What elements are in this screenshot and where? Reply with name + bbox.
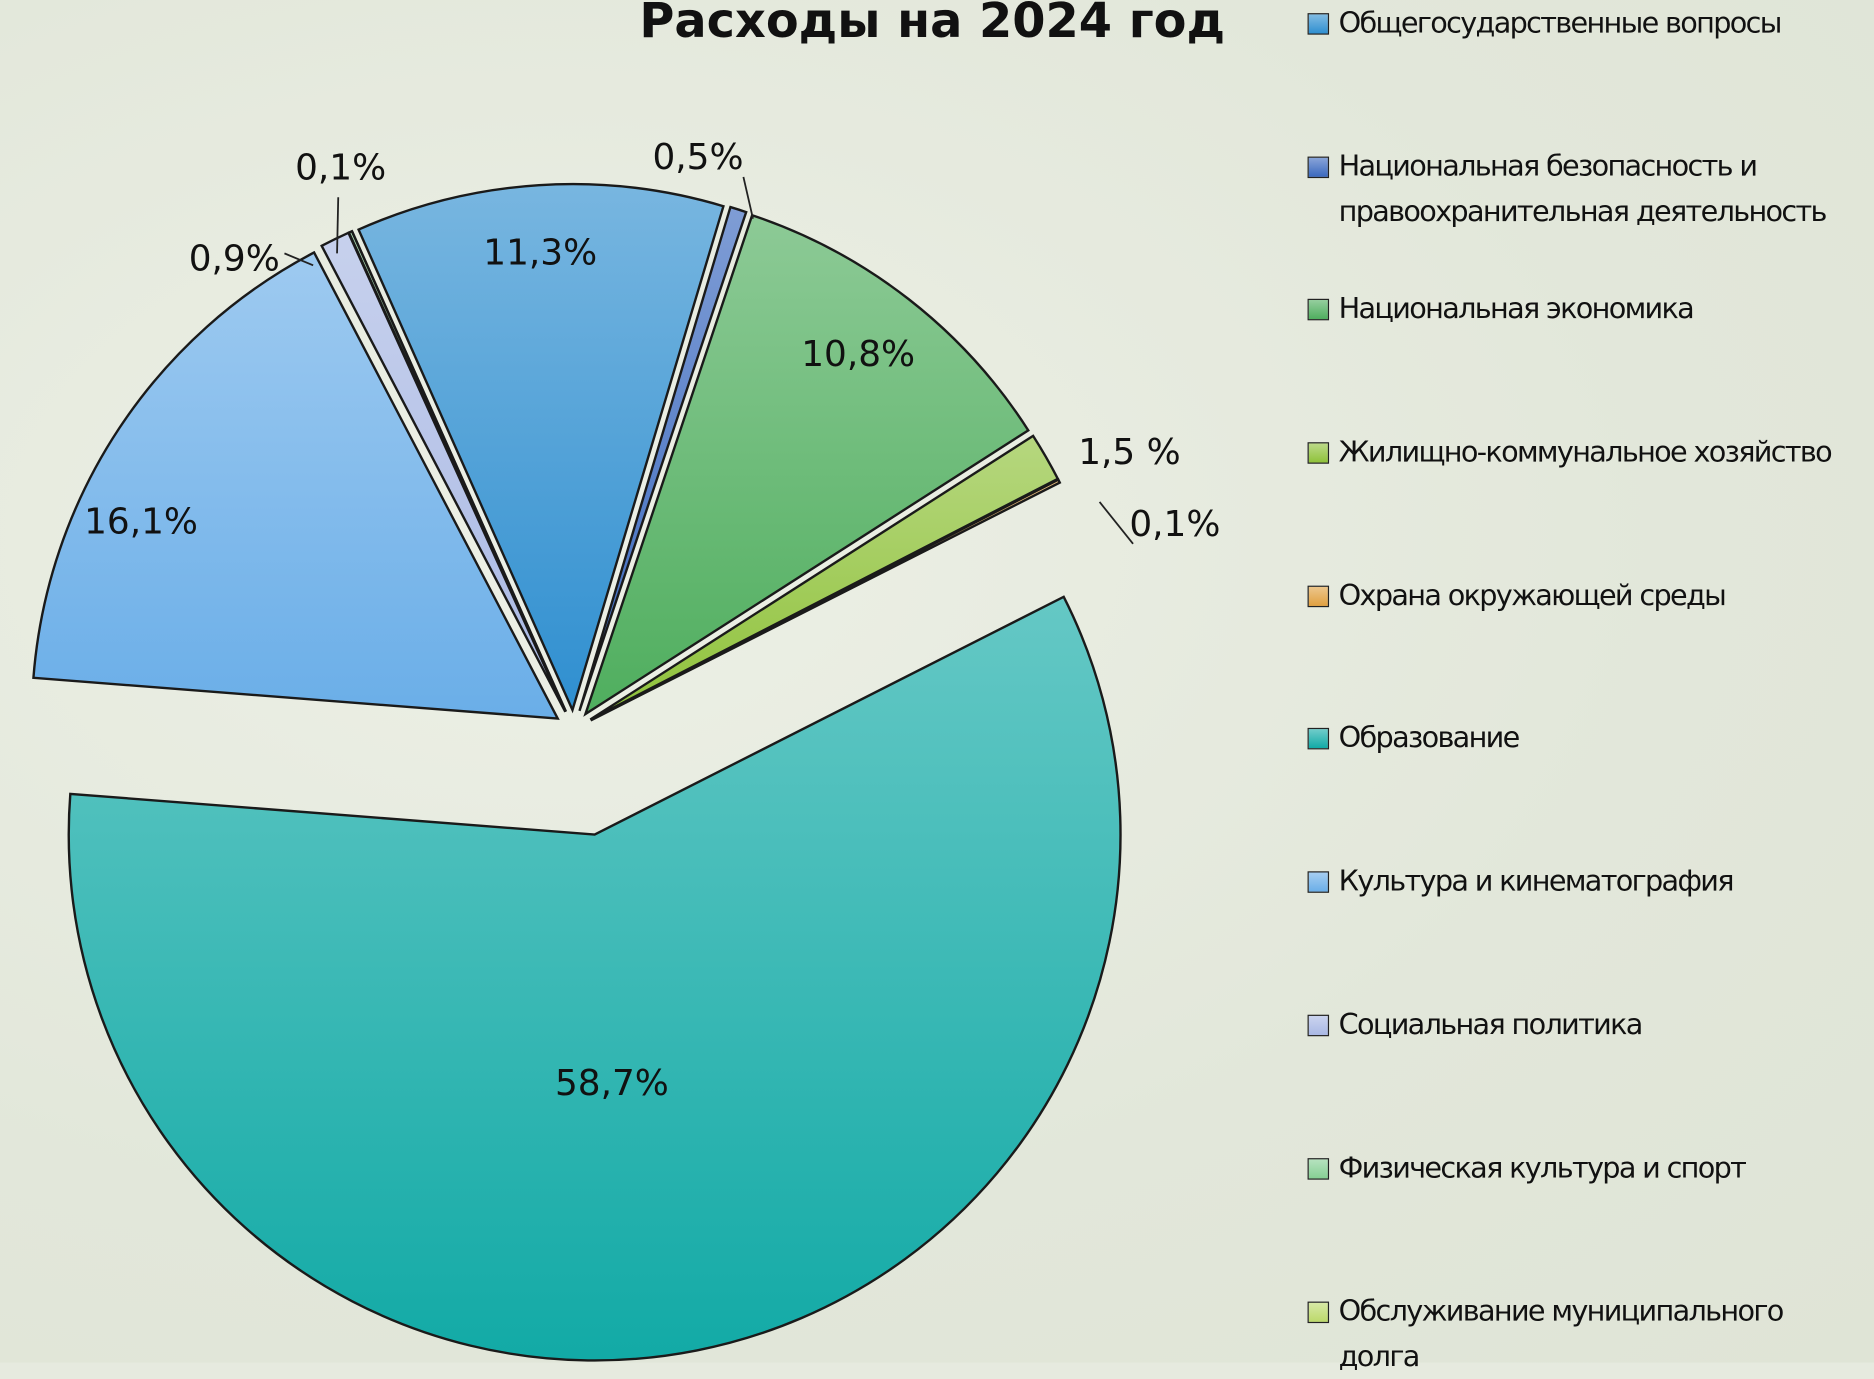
legend-swatch [1308,442,1330,464]
legend-item: Национальная безопасность и правоохранит… [1305,143,1864,234]
legend-swatch [1308,1015,1330,1037]
legend-label: Обслуживание муниципального долга [1339,1288,1865,1379]
legend-swatch [1308,13,1330,35]
legend-swatch [1308,871,1330,893]
legend-item: Обслуживание муниципального долга [1305,1288,1864,1379]
data-label: 11,3% [483,233,597,274]
pie-slice [69,597,1121,1361]
legend-label: Охрана окружающей среды [1339,573,1865,618]
data-label: 0,5% [652,137,743,178]
legend-label: Национальная экономика [1339,286,1865,331]
legend-swatch [1308,1158,1330,1180]
legend-swatch [1308,728,1330,750]
data-label: 0,9% [189,239,280,280]
data-label: 0,1% [1129,504,1220,545]
legend-item: Образование [1305,715,1864,760]
data-label: 0,1% [295,148,386,189]
data-label: 58,7% [555,1063,669,1104]
data-label: 10,8% [801,334,915,375]
legend-item: Социальная политика [1305,1002,1864,1047]
legend-item: Культура и кинематография [1305,858,1864,903]
legend-item: Общегосударственные вопросы [1305,0,1864,45]
leader-line [337,197,338,253]
legend-item: Физическая культура и спорт [1305,1145,1864,1190]
legend-label: Национальная безопасность и правоохранит… [1339,143,1865,234]
legend-item: Охрана окружающей среды [1305,573,1864,618]
legend-swatch [1308,1302,1330,1324]
legend-swatch [1308,586,1330,608]
legend-item: Национальная экономика [1305,286,1864,331]
legend-label: Культура и кинематография [1339,858,1865,903]
legend-label: Социальная политика [1339,1002,1865,1047]
chart-title: Расходы на 2024 год [639,0,1225,49]
data-label: 1,5 % [1078,432,1180,473]
page: Расходы на 2024 год 11,3% 0,5% 10,8% 1,5 % 0… [0,0,1874,1362]
leader-line [1100,502,1133,544]
chart-area: Расходы на 2024 год 11,3% 0,5% 10,8% 1,5 % 0… [0,0,1874,1363]
legend-swatch [1308,157,1330,179]
legend-label: Жилищно-коммунальное хозяйство [1339,429,1865,474]
legend-label: Общегосударственные вопросы [1339,0,1865,45]
legend-item: Жилищно-коммунальное хозяйство [1305,429,1864,474]
legend-label: Образование [1339,715,1865,760]
legend-label: Физическая культура и спорт [1339,1145,1865,1190]
legend-swatch [1308,299,1330,321]
data-label: 16,1% [84,501,198,542]
